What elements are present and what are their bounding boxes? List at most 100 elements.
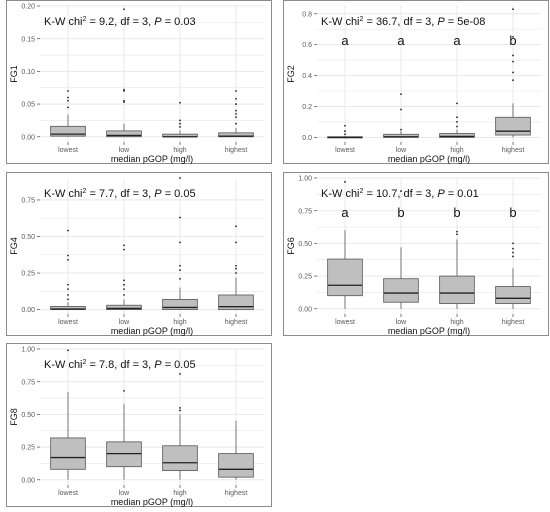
- kw-stats: = 36.7, df = 3,: [363, 16, 437, 28]
- y-tick-label: 0.10: [21, 69, 35, 76]
- box-iqr: [106, 304, 142, 311]
- outlier-point: [67, 283, 69, 286]
- x-tick-label: low: [396, 147, 407, 154]
- outlier-point: [235, 116, 237, 119]
- x-tick-label: high: [173, 319, 186, 326]
- box-lowest: [50, 229, 86, 311]
- x-tick-label: high: [173, 147, 186, 154]
- outlier-point: [512, 71, 514, 74]
- y-tick-label: 0.8: [302, 11, 312, 18]
- y-tick-label: 0.00: [21, 477, 35, 484]
- kw-annotation: K-W chi2 = 10.7, df = 3, P = 0.01: [321, 188, 479, 200]
- kw-annotation: K-W chi2 = 7.8, df = 3, P = 0.05: [44, 359, 196, 371]
- kw-superscript: 2: [83, 16, 87, 23]
- box-lowest: [50, 349, 86, 480]
- kw-p-label: P: [437, 16, 445, 28]
- outlier-point: [179, 177, 181, 179]
- outlier-point: [123, 8, 125, 11]
- y-tick-label: 0.00: [21, 134, 35, 141]
- x-axis-label: median pGOP (mg/l): [111, 154, 193, 164]
- significance-letter: a: [341, 205, 349, 220]
- kw-superscript: 2: [83, 359, 87, 366]
- panel-fg2: 0.0 0.2 0.4 0.6 0.8 FG2 lowest low high highest me…: [283, 0, 549, 164]
- y-tick-label: 1.00: [298, 176, 312, 183]
- outlier-point: [512, 247, 514, 250]
- box-highest: [495, 8, 531, 138]
- x-tick-label: highest: [225, 319, 248, 326]
- y-axis-label: FG8: [9, 408, 19, 426]
- kw-prefix: K-W chi: [44, 16, 83, 28]
- box-high: [439, 230, 475, 309]
- box-iqr: [439, 275, 475, 304]
- y-tick-label: 0.25: [298, 274, 312, 281]
- x-tick-label: high: [450, 319, 463, 326]
- outlier-point: [344, 133, 346, 136]
- outlier-point: [179, 278, 181, 280]
- panel-fg1: 0.00 0.05 0.10 0.15 0.20 FG1 lowest low high high…: [6, 0, 272, 164]
- y-tick-label: 0.75: [298, 208, 312, 215]
- panel-fg6: 0.00 0.25 0.50 0.75 1.00 FG6 lowest low high high…: [283, 172, 549, 336]
- box-iqr: [106, 130, 142, 138]
- box-iqr: [383, 278, 419, 303]
- box-low: [383, 93, 419, 138]
- x-axis-label: median pGOP (mg/l): [388, 154, 470, 164]
- kw-p-value: = 5e-08: [445, 16, 486, 28]
- outlier-point: [235, 264, 237, 267]
- kw-p-value: = 0.01: [445, 188, 479, 200]
- kw-superscript: 2: [360, 188, 364, 195]
- box-lowest: [327, 124, 363, 139]
- outlier-point: [67, 99, 69, 102]
- kw-annotation: K-W chi2 = 9.2, df = 3, P = 0.03: [44, 16, 196, 28]
- kw-prefix: K-W chi: [321, 188, 360, 200]
- box-low: [106, 244, 142, 311]
- outlier-point: [179, 119, 181, 122]
- outlier-point: [123, 244, 125, 247]
- y-tick-label: 0.4: [302, 73, 312, 80]
- outlier-point: [512, 36, 514, 38]
- box-iqr: [495, 116, 531, 136]
- outlier-point: [123, 294, 125, 296]
- outlier-point: [123, 283, 125, 286]
- y-tick-label: 0.2: [302, 104, 312, 111]
- x-tick-label: highest: [225, 147, 248, 154]
- y-axis-label: FG4: [9, 237, 19, 255]
- significance-letter: a: [341, 33, 349, 48]
- box-lowest: [50, 90, 86, 137]
- outlier-point: [512, 242, 514, 245]
- kw-prefix: K-W chi: [321, 16, 360, 28]
- y-axis-label: FG1: [9, 65, 19, 83]
- y-tick-label: 0.50: [21, 234, 35, 241]
- x-tick-label: highest: [502, 147, 525, 154]
- kw-annotation: K-W chi2 = 7.7, df = 3, P = 0.05: [44, 188, 196, 200]
- box-iqr: [106, 441, 142, 468]
- outlier-point: [123, 389, 125, 392]
- significance-letter: b: [509, 33, 516, 48]
- box-iqr: [162, 298, 198, 311]
- box-lowest: [327, 181, 363, 309]
- box-highest: [218, 420, 254, 480]
- outlier-point: [67, 254, 69, 257]
- outlier-point: [123, 88, 125, 91]
- x-tick-label: lowest: [58, 319, 78, 326]
- outlier-point: [235, 272, 237, 274]
- y-tick-label: 0.75: [21, 379, 35, 386]
- y-tick-label: 0.25: [21, 271, 35, 278]
- x-axis-label: median pGOP (mg/l): [111, 326, 193, 336]
- box-high: [439, 102, 475, 138]
- outlier-point: [67, 294, 69, 296]
- outlier-point: [179, 241, 181, 244]
- outlier-point: [67, 96, 69, 99]
- fg2-boxplot: 0.0 0.2 0.4 0.6 0.8 FG2 lowest low high highest me…: [283, 0, 549, 164]
- x-axis-label: median pGOP (mg/l): [388, 326, 470, 336]
- box-low: [106, 8, 142, 138]
- fg4-boxplot: 0.00 0.25 0.50 0.75 FG4 lowest low high highest m…: [6, 172, 272, 336]
- box-low: [106, 389, 142, 480]
- significance-letter: b: [397, 205, 404, 220]
- outlier-point: [67, 229, 69, 232]
- outlier-point: [179, 372, 181, 375]
- outlier-point: [235, 112, 237, 115]
- box-highest: [218, 225, 254, 311]
- y-tick-label: 0.0: [302, 135, 312, 142]
- outlier-point: [179, 216, 181, 219]
- box-iqr: [439, 133, 475, 138]
